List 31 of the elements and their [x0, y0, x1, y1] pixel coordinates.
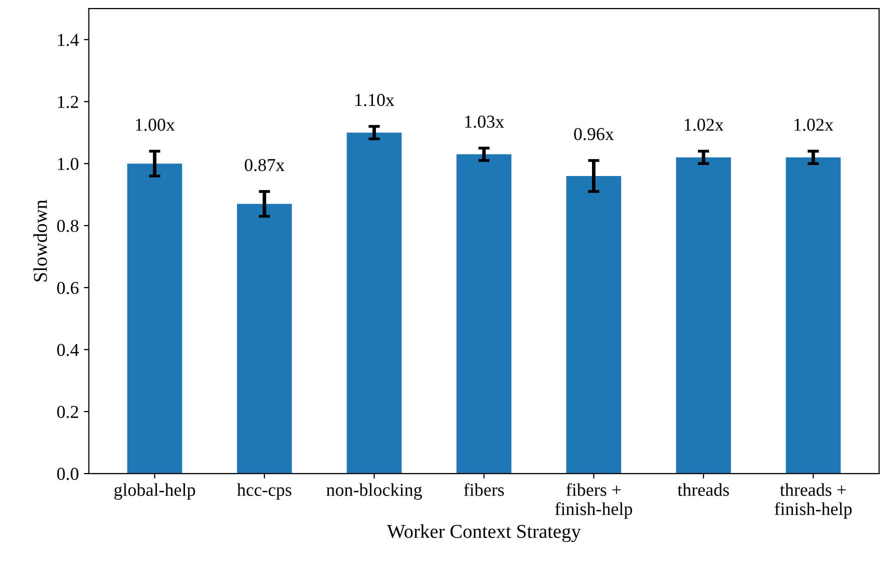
bar	[127, 164, 182, 474]
bar	[676, 157, 731, 474]
data-label: 0.96x	[574, 128, 614, 140]
x-tick-label: threads	[678, 483, 729, 496]
y-tick-label: 1.2	[58, 96, 78, 108]
x-tick-label: global-help	[114, 483, 196, 500]
data-label: 1.02x	[794, 118, 834, 131]
x-tick-label: threads + finish-help	[774, 483, 852, 519]
y-tick-label: 0.6	[57, 282, 79, 294]
data-label: 1.00x	[136, 118, 175, 131]
bar	[236, 204, 292, 474]
y-tick-label: 0.2	[57, 406, 78, 418]
y-tick-label: 0.4	[57, 344, 79, 356]
y-axis-title: Slowdown	[33, 200, 48, 282]
data-label: 1.03x	[465, 116, 504, 128]
data-label: 1.02x	[684, 118, 724, 131]
x-tick-label: fibers	[464, 483, 504, 496]
y-tick-label: 0.0	[57, 468, 78, 480]
bar	[346, 132, 402, 474]
data-label: 1.10x	[355, 94, 394, 106]
y-tick-label: 1.0	[58, 158, 78, 170]
y-tick-label: 0.8	[57, 220, 78, 232]
x-tick-label: fibers + finish-help	[555, 483, 632, 519]
bar	[786, 157, 841, 474]
bar	[566, 176, 622, 474]
x-tick-label: hcc-cps	[237, 483, 292, 500]
y-tick-label: 1.4	[58, 34, 79, 46]
x-axis-title: Worker Context Strategy	[387, 524, 581, 542]
x-tick-label: non-blocking	[326, 483, 422, 500]
bar	[456, 154, 512, 474]
data-label: 0.87x	[244, 158, 285, 172]
